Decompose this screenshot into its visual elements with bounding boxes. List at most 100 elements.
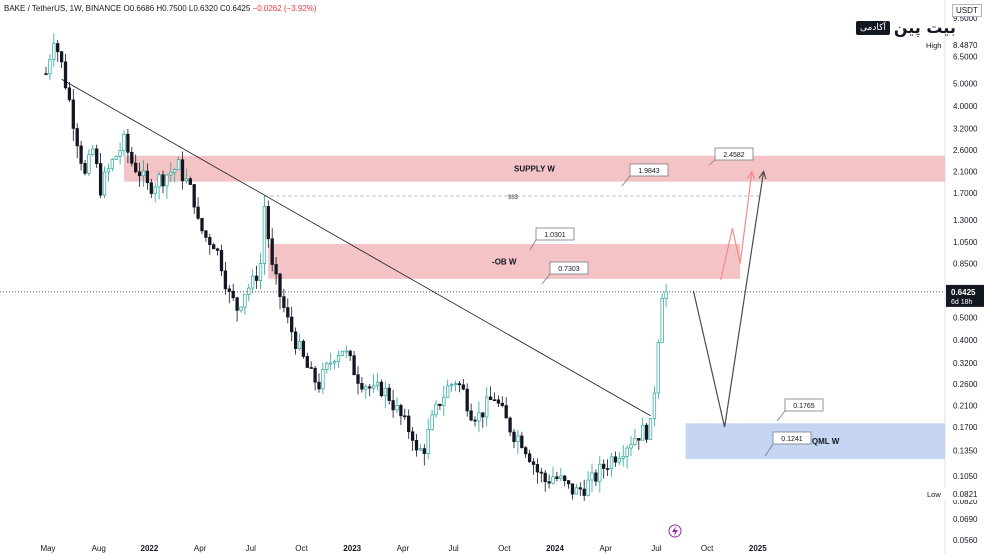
- candle-body: [176, 159, 181, 171]
- candle-body: [344, 350, 348, 353]
- candle-body: [383, 387, 387, 397]
- candle-body: [110, 159, 114, 170]
- candle-body: [274, 264, 278, 275]
- candle-body: [613, 456, 618, 463]
- y-tick-label: 0.0560: [953, 536, 978, 545]
- callout-value: 0.7303: [558, 266, 580, 273]
- candle-body: [504, 405, 508, 419]
- projection-path-black: [692, 171, 765, 428]
- candle-body: [348, 350, 352, 357]
- candle-body: [286, 307, 290, 318]
- candle-body: [566, 480, 571, 485]
- callout-pointer: [541, 273, 551, 285]
- candle-body: [637, 438, 641, 441]
- callout-value: 2.4582: [723, 152, 745, 159]
- candle-body: [563, 475, 567, 481]
- candle-body: [570, 483, 575, 495]
- candle-body: [301, 340, 306, 357]
- y-tick-label: 0.0820: [953, 497, 978, 506]
- candle-body: [446, 385, 450, 398]
- candle-body: [52, 43, 56, 60]
- callout-value: 1.9843: [638, 168, 660, 175]
- candle-body: [403, 415, 407, 418]
- candle-body: [56, 43, 60, 53]
- candle-body: [141, 170, 146, 177]
- candle-body: [605, 468, 610, 470]
- symbol-label[interactable]: BAKE / TetherUS, 1W, BINANCE: [4, 4, 122, 13]
- candle-body: [555, 476, 559, 479]
- candle-body: [481, 412, 485, 418]
- candle-body: [461, 384, 465, 390]
- y-tick-label: 0.8500: [953, 259, 978, 268]
- candle-body: [492, 399, 497, 402]
- y-tick-label: 2.6000: [953, 146, 978, 155]
- projection-path-red-arrowhead: [747, 170, 756, 180]
- x-tick-label: May: [40, 544, 55, 553]
- y-tick-label: 0.0690: [953, 515, 978, 524]
- candle-body: [235, 297, 239, 311]
- zone-label: -OB W: [492, 257, 517, 266]
- candle-body: [582, 488, 586, 496]
- candle-body: [598, 463, 602, 482]
- candle-body: [547, 481, 551, 484]
- callout-box: [535, 227, 575, 241]
- candle-body: [227, 288, 231, 292]
- candle-body: [590, 472, 594, 481]
- candle-body: [239, 306, 243, 311]
- candle-body: [153, 186, 157, 194]
- candle-body: [83, 163, 87, 174]
- candle-body: [200, 217, 204, 232]
- y-tick-label: 3.2000: [953, 125, 978, 134]
- candle-body: [407, 415, 411, 433]
- candle-body: [360, 383, 364, 390]
- currency-button[interactable]: USDT: [952, 4, 982, 17]
- candle-body: [660, 298, 664, 343]
- candle-body: [212, 244, 216, 250]
- low-value: L0.6320: [188, 4, 218, 13]
- candle-body: [204, 230, 208, 238]
- projection-path-red: [720, 171, 753, 281]
- candle-body: [609, 456, 614, 470]
- close-value: C0.6425: [220, 4, 251, 13]
- candle-body: [188, 178, 192, 185]
- zone-qml-w: [685, 423, 945, 460]
- candle-body: [262, 206, 267, 264]
- candle-body: [266, 206, 270, 240]
- candle-body: [500, 402, 504, 406]
- x-tick-label: Jul: [651, 544, 661, 553]
- candle-body: [559, 475, 563, 479]
- candle-body: [293, 331, 298, 349]
- candle-body: [641, 424, 645, 441]
- candle-body: [71, 99, 75, 129]
- candle-body: [340, 350, 345, 356]
- x-tick-label: Oct: [295, 544, 308, 553]
- y-tick-label: 1.7000: [953, 189, 978, 198]
- candle-body: [438, 403, 442, 407]
- liquidity-label: $$$: [508, 195, 519, 201]
- candle-body: [473, 419, 477, 422]
- candle-body: [149, 182, 153, 194]
- symbol-header: BAKE / TetherUS, 1W, BINANCE O0.6686 H0.…: [4, 4, 317, 13]
- candle-body: [516, 435, 520, 443]
- brand-logo: آکادمی بیت پین: [856, 18, 956, 37]
- candle-body: [169, 171, 173, 176]
- candle-body: [395, 405, 399, 411]
- x-tick-label: Oct: [498, 544, 511, 553]
- candle-body: [434, 403, 438, 416]
- y-tick-label: 0.1050: [953, 472, 978, 481]
- x-tick-label: Apr: [397, 544, 410, 553]
- candle-body: [512, 431, 516, 443]
- zone--ob-w: [268, 243, 741, 279]
- y-tick-label: 9.5000: [953, 14, 978, 23]
- callout-value: 0.1241: [781, 436, 803, 443]
- candle-body: [520, 435, 524, 448]
- x-tick-label: Oct: [701, 544, 714, 553]
- callout-pointer: [621, 175, 631, 187]
- candle-body: [621, 455, 625, 459]
- callout-box: [772, 431, 812, 445]
- candle-body: [79, 145, 83, 164]
- change-value: −0.0262 (−3.92%): [252, 4, 317, 13]
- x-tick-label: Aug: [92, 544, 106, 553]
- candle-body: [418, 448, 423, 451]
